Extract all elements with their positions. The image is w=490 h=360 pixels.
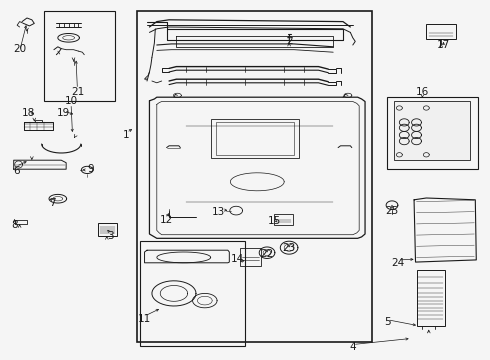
Text: 4: 4 bbox=[349, 342, 356, 352]
Text: 21: 21 bbox=[71, 87, 84, 97]
Bar bbox=[240, 248, 261, 266]
Text: 1: 1 bbox=[123, 130, 130, 140]
Bar bbox=[98, 223, 117, 236]
Text: 13: 13 bbox=[211, 207, 225, 217]
Text: 19: 19 bbox=[57, 108, 71, 118]
Text: 16: 16 bbox=[416, 87, 429, 97]
Text: 3: 3 bbox=[107, 231, 114, 241]
Text: 25: 25 bbox=[385, 206, 399, 216]
Text: 15: 15 bbox=[268, 216, 281, 226]
Text: 8: 8 bbox=[11, 220, 18, 230]
Bar bbox=[44, 11, 115, 101]
Text: 20: 20 bbox=[13, 44, 26, 54]
Bar bbox=[387, 97, 478, 169]
Text: 6: 6 bbox=[13, 166, 20, 176]
Bar bbox=[137, 11, 372, 342]
Bar bbox=[216, 122, 294, 155]
Text: 22: 22 bbox=[260, 249, 274, 259]
Text: 9: 9 bbox=[87, 164, 94, 174]
Text: 11: 11 bbox=[138, 314, 151, 324]
Text: 7: 7 bbox=[49, 198, 56, 208]
Text: 10: 10 bbox=[65, 96, 77, 106]
Text: 5: 5 bbox=[384, 317, 391, 327]
Text: 14: 14 bbox=[231, 254, 245, 264]
Text: 24: 24 bbox=[391, 258, 405, 268]
Bar bbox=[394, 101, 470, 160]
Text: 12: 12 bbox=[160, 215, 173, 225]
Bar bbox=[211, 119, 299, 158]
Bar bbox=[140, 241, 245, 346]
Text: 23: 23 bbox=[282, 243, 296, 253]
Text: 2: 2 bbox=[286, 36, 293, 46]
Bar bbox=[426, 24, 456, 39]
Text: 17: 17 bbox=[437, 40, 450, 50]
Text: 18: 18 bbox=[22, 108, 35, 118]
Bar bbox=[416, 270, 445, 326]
Bar bbox=[274, 214, 293, 225]
